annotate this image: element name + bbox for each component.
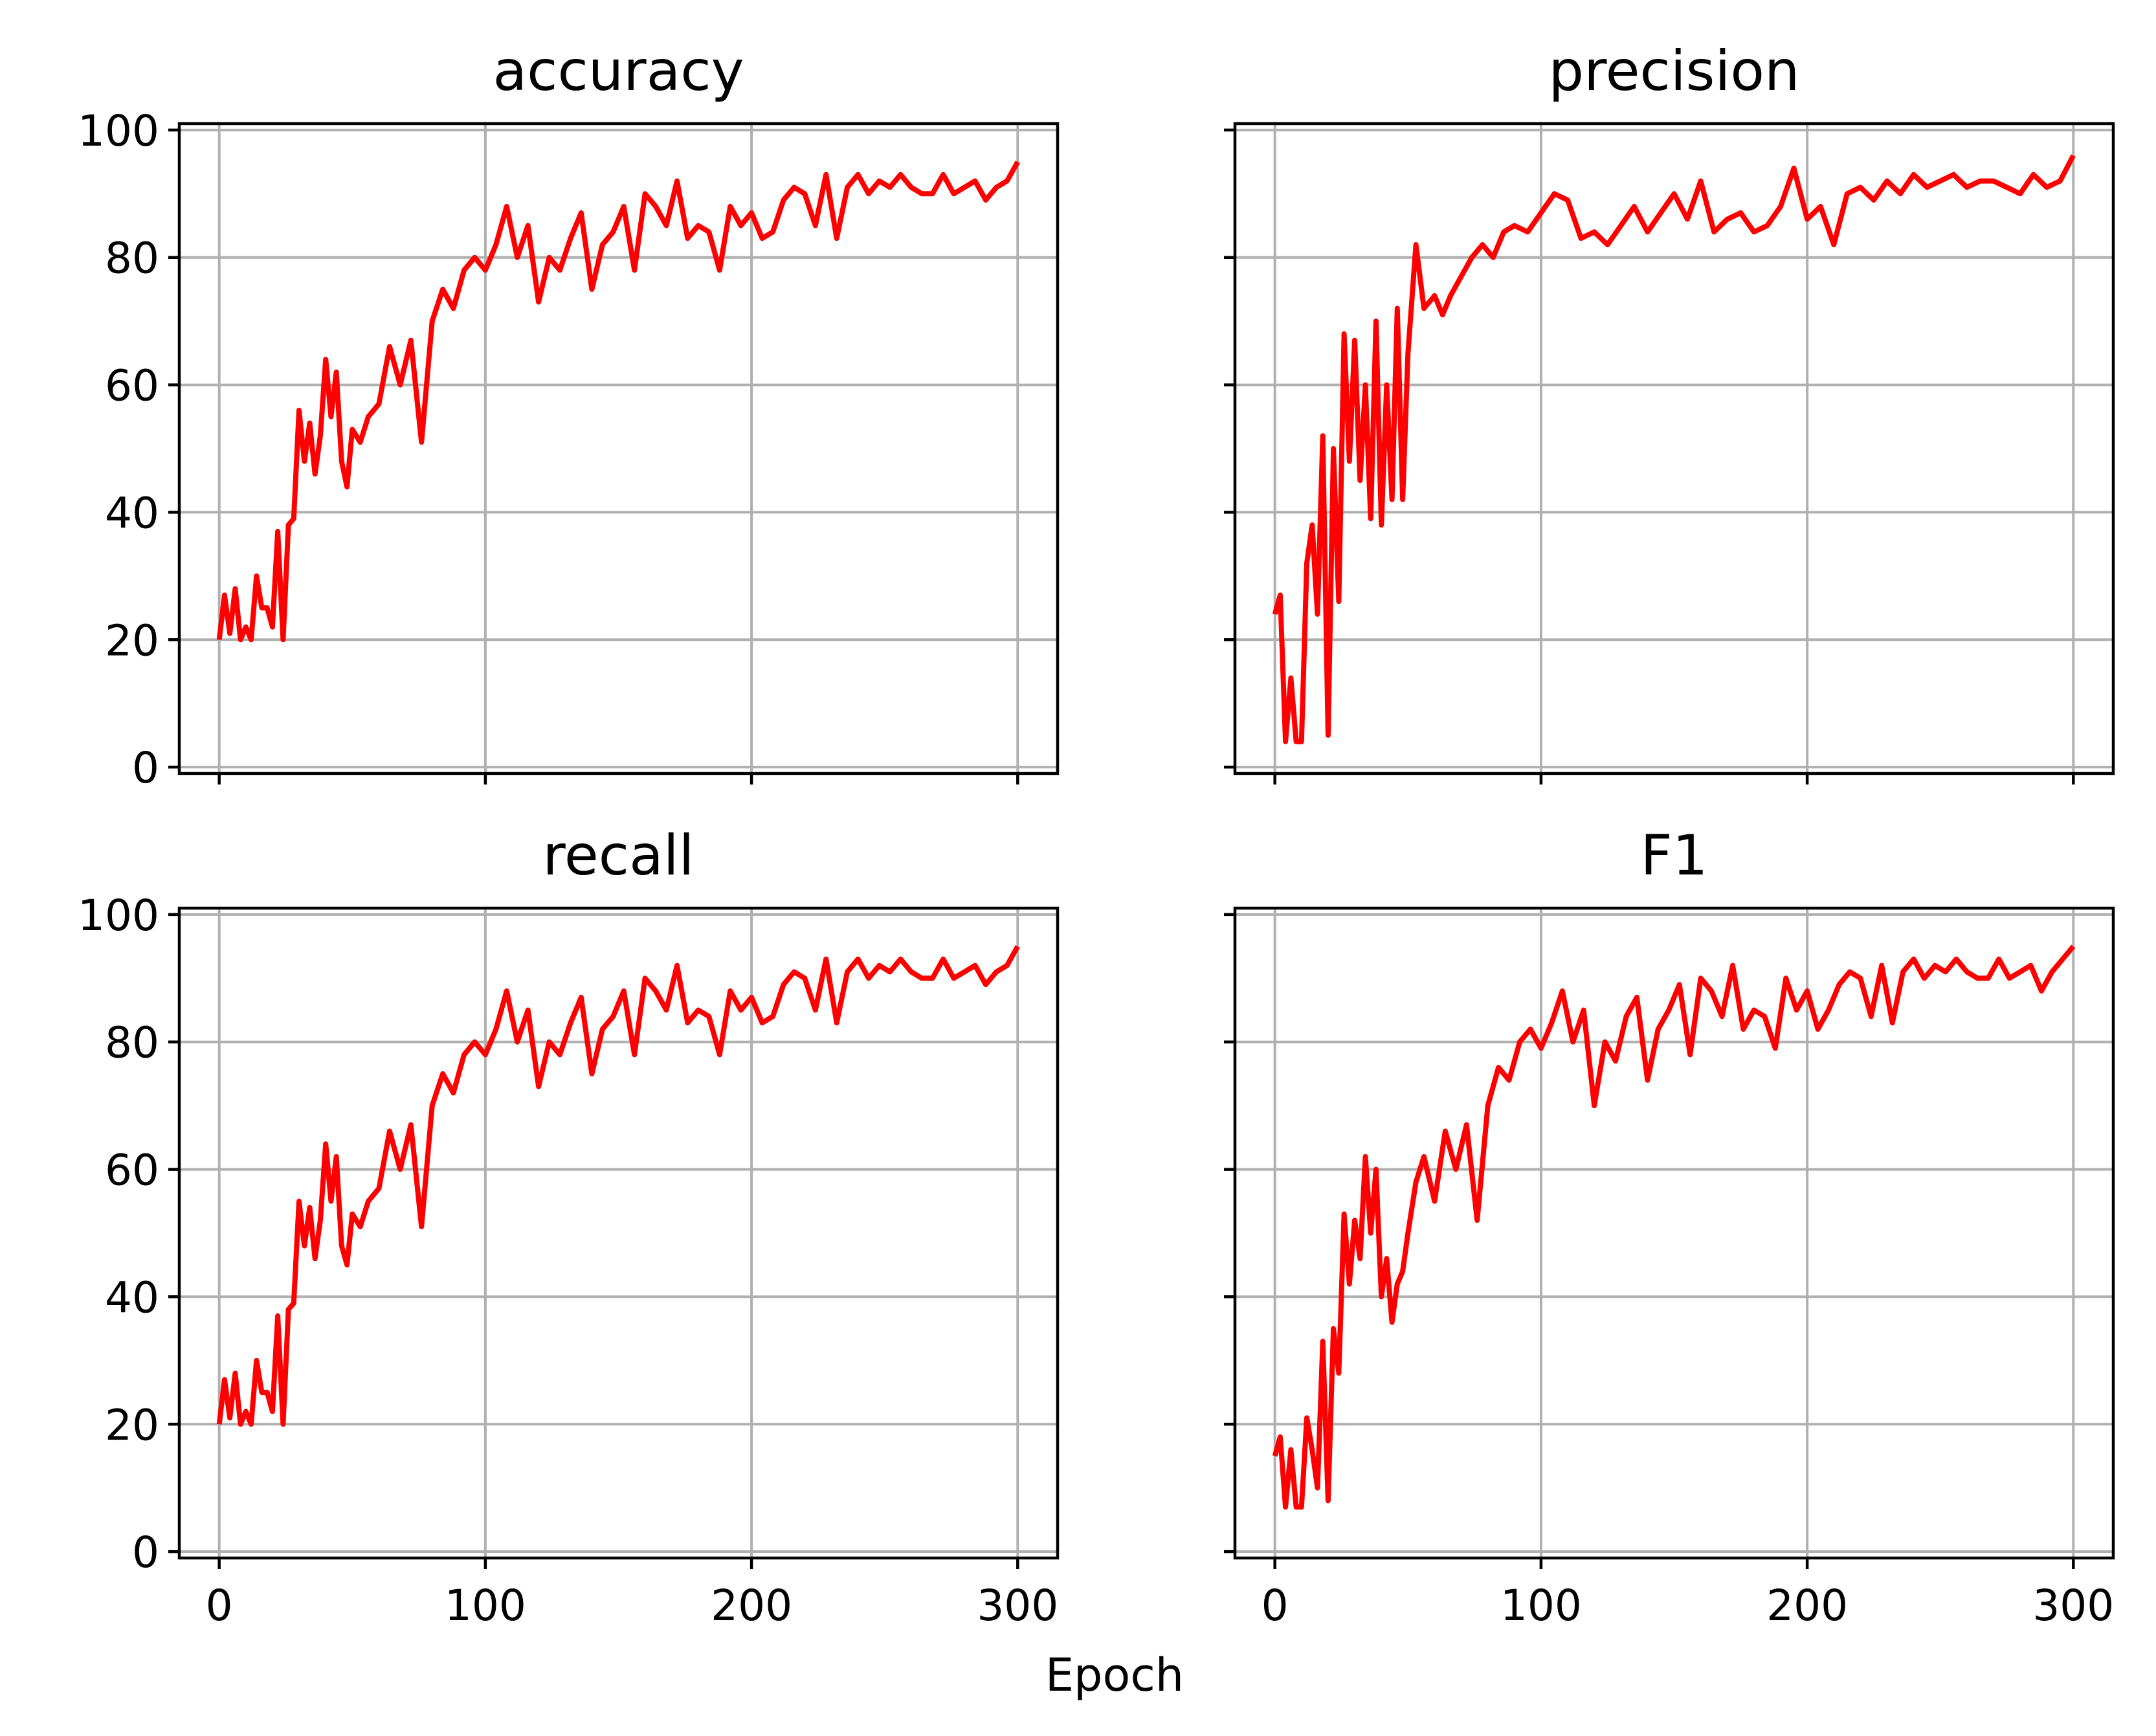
y-tick-label: 80 [105,234,159,284]
y-tick-label: 60 [105,1146,159,1196]
x-tick-label: 100 [1500,1581,1582,1630]
x-tick-label: 300 [977,1581,1058,1630]
series-line [216,161,1020,643]
y-tick-label: 40 [105,488,159,538]
axes-frame [177,906,1060,1560]
y-tick-label: 100 [78,106,159,156]
recall-panel: 0 100 200 300 0 20 40 60 80 100 recall [78,823,1060,1630]
series-line [216,945,1020,1427]
f1-panel: 0 100 200 300 F1 [1224,823,2115,1630]
accuracy-panel: 0 20 40 60 80 100 accuracy [78,39,1060,793]
panel-title: precision [1549,39,1800,104]
x-axis-label: Epoch [1045,1649,1184,1702]
y-tick-label: 100 [78,891,159,940]
x-tick-label: 100 [445,1581,526,1630]
series-line [1272,154,2076,744]
y-tick-label: 40 [105,1273,159,1322]
y-tick-label: 0 [132,1528,159,1577]
axes-frame [177,122,1060,775]
panel-title: recall [542,823,694,888]
axes-frame [1233,122,2115,775]
x-tick-label: 0 [206,1581,233,1630]
y-tick-label: 60 [105,361,159,411]
precision-panel: precision [1224,39,2115,785]
x-tick-label: 200 [1766,1581,1848,1630]
y-tick-label: 20 [105,1400,159,1450]
series-line [1272,944,2076,1510]
x-tick-label: 300 [2032,1581,2114,1630]
x-tick-label: 0 [1261,1581,1289,1630]
y-tick-label: 80 [105,1018,159,1068]
x-tick-label: 200 [711,1581,792,1630]
y-tick-label: 0 [132,743,159,793]
panel-title: F1 [1640,823,1707,888]
y-tick-label: 20 [105,616,159,665]
panel-title: accuracy [493,39,744,104]
axes-frame [1233,906,2115,1560]
